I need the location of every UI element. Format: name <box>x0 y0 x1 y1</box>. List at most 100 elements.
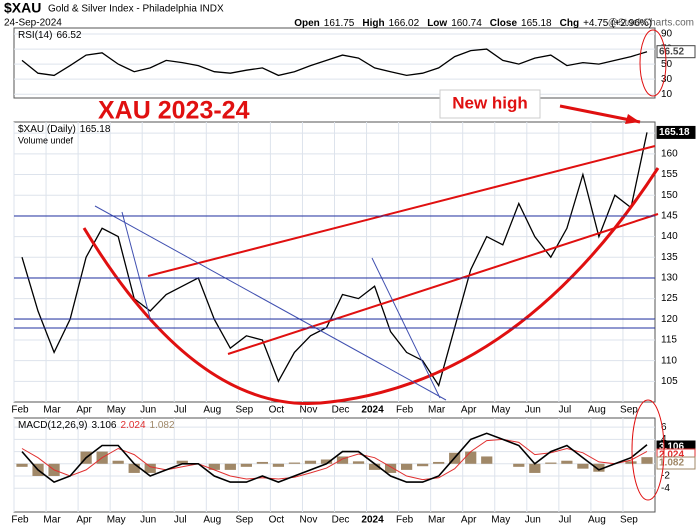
x-tick-label: Aug <box>588 405 606 416</box>
rsi-panel <box>13 27 656 99</box>
histogram-bar <box>481 456 493 464</box>
x-tick-label: Oct <box>269 515 285 526</box>
x-tick-label: Feb <box>11 405 29 416</box>
legend: $XAU (Daily) 165.18 <box>18 124 111 135</box>
x-tick-label: Apr <box>461 405 477 416</box>
x-tick-label: May <box>107 515 126 526</box>
x-tick-label: Dec <box>332 515 350 526</box>
x-tick-label: Nov <box>300 515 318 526</box>
histogram-bar <box>352 461 365 464</box>
x-tick-label: Jul <box>558 405 571 416</box>
histogram-bar <box>112 460 124 464</box>
quote-value: 166.02 <box>389 18 420 29</box>
drawn-trendlines <box>14 29 667 501</box>
legend: RSI(14) 66.52 <box>18 30 82 41</box>
x-tick-label: Mar <box>43 405 61 416</box>
x-tick-label: Sep <box>235 405 253 416</box>
x-tick-label: Dec <box>332 405 350 416</box>
histogram-bar <box>336 456 349 464</box>
x-tick-label: Mar <box>428 515 446 526</box>
y-tick-label: 110 <box>661 355 677 366</box>
histogram-bar <box>176 460 188 464</box>
x-tick-label: Jul <box>174 515 187 526</box>
quote-value: 161.75 <box>324 18 355 29</box>
date: 24-Sep-2024 <box>4 18 62 29</box>
last-value: 2.024 <box>659 450 684 461</box>
quote-label: High <box>362 18 384 29</box>
histogram-bar <box>545 462 557 464</box>
legend-title: RSI(14) <box>18 30 52 41</box>
x-tick-label: Oct <box>269 405 285 416</box>
histogram-bar <box>625 461 637 464</box>
quote-label: Open <box>294 18 320 29</box>
histogram-bar <box>417 463 429 467</box>
x-tick-label: Nov <box>300 405 318 416</box>
histogram-bar <box>272 463 285 467</box>
y-tick-label: 90 <box>661 29 673 40</box>
last-value-box <box>656 456 696 470</box>
x-tick-label: Jul <box>558 515 571 526</box>
histogram-bar <box>513 463 525 467</box>
y-tick-label: 50 <box>661 59 673 70</box>
histogram-bar <box>641 457 653 464</box>
y-tick-label: 6 <box>661 422 667 433</box>
histogram-bar <box>465 451 477 464</box>
x-tick-label: Sep <box>620 405 638 416</box>
source: @StockCharts.com <box>608 18 694 29</box>
last-value: 3.106 <box>659 442 684 453</box>
x-tick-label: Jun <box>140 515 156 526</box>
y-tick-label: 10 <box>661 89 673 100</box>
x-tick-label: Sep <box>235 515 253 526</box>
index-name: Gold & Silver Index - Philadelphia INDX <box>48 4 224 15</box>
histogram-bar <box>128 463 140 473</box>
x-tick-label: Jun <box>525 405 541 416</box>
legend: MACD(12,26,9) 3.106 2.024 1.082 <box>18 420 175 431</box>
legend-subtitle: Volume undef <box>18 135 74 145</box>
histogram-bar <box>529 463 541 473</box>
y-tick-label: 105 <box>661 376 678 387</box>
macd-line <box>21 432 648 484</box>
y-tick-label: 130 <box>661 273 678 284</box>
histogram-bar <box>144 463 156 473</box>
legend-value: 1.082 <box>150 420 175 431</box>
legend-value: 2.024 <box>121 420 146 431</box>
x-tick-label: Aug <box>203 515 221 526</box>
y-tick-label: 155 <box>661 169 678 180</box>
legend-title: $XAU (Daily) <box>18 124 76 135</box>
histogram-bar <box>240 463 252 467</box>
x-tick-label: Jun <box>525 515 541 526</box>
histogram-bar <box>577 463 589 469</box>
legend-value: 66.52 <box>56 30 81 41</box>
y-tick-label: 150 <box>661 190 678 201</box>
x-tick-label: 2024 <box>361 515 384 526</box>
x-tick-label: Feb <box>396 405 414 416</box>
histogram-bar <box>288 462 301 464</box>
y-tick-label: 30 <box>661 74 673 85</box>
quote-label: Close <box>490 18 518 29</box>
histogram-bar <box>368 463 381 470</box>
histogram-bar <box>320 459 333 464</box>
y-tick-label: 125 <box>661 293 678 304</box>
x-tick-label: Apr <box>461 515 477 526</box>
x-tick-label: Jul <box>174 405 187 416</box>
plot-layer: 103050709066.52RSI(14)66.521051101151201… <box>11 29 696 526</box>
x-tick-label: May <box>107 405 126 416</box>
histogram-bar <box>561 460 573 464</box>
histogram-bar <box>304 460 317 464</box>
x-tick-label: Apr <box>76 405 92 416</box>
y-tick-label: 120 <box>661 314 678 325</box>
quote: Open 161.75 High 166.02 Low 160.74 Close 165.18… <box>294 18 652 29</box>
legend-value: 165.18 <box>80 124 111 135</box>
y-tick-label: -4 <box>661 483 670 494</box>
y-tick-label: -2 <box>661 471 670 482</box>
last-value: 165.18 <box>659 127 690 138</box>
x-tick-label: Sep <box>620 515 638 526</box>
y-tick-label: 115 <box>661 335 677 346</box>
last-value-box <box>656 45 696 59</box>
x-tick-label: Jun <box>140 405 156 416</box>
quote-label: Chg <box>560 18 579 29</box>
histogram-bar <box>593 463 605 472</box>
x-tick-label: May <box>491 405 510 416</box>
symbol: $XAU <box>4 0 41 16</box>
